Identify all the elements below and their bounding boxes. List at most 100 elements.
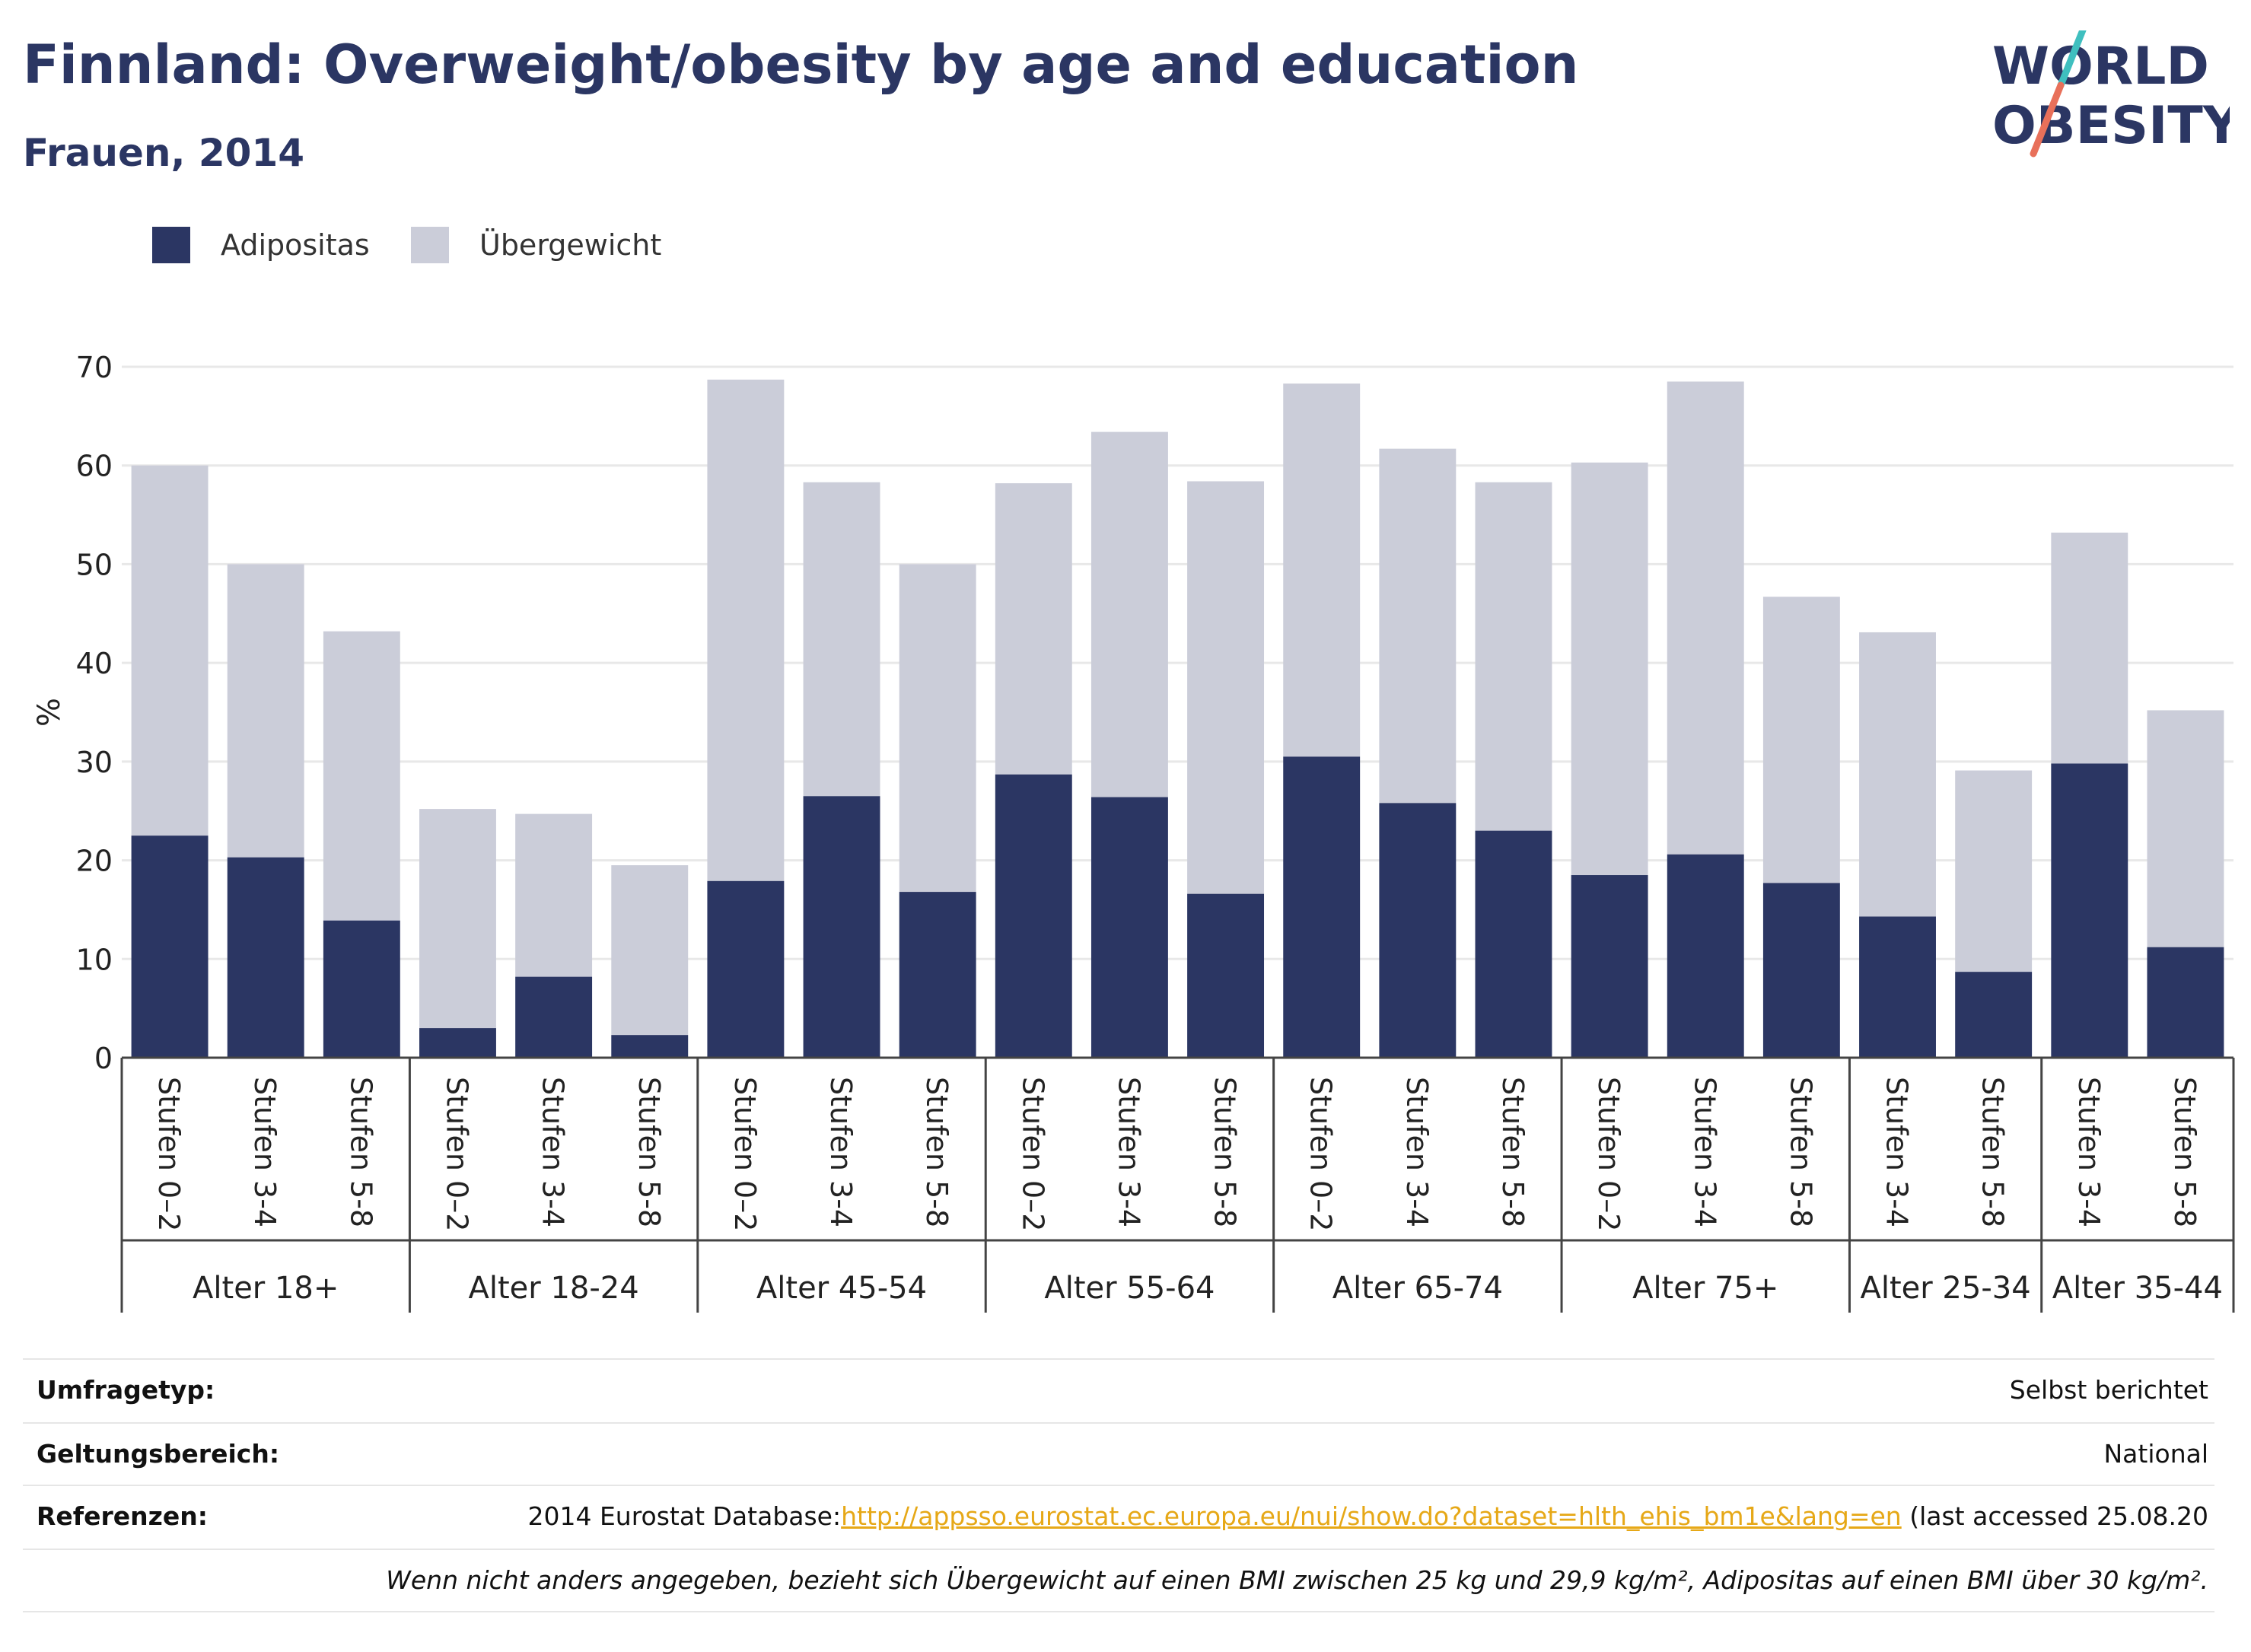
y-tick-label: 50: [76, 548, 113, 581]
meta-row-scope: Geltungsbereich: National: [23, 1422, 2214, 1488]
x-group-label: Alter 35-44: [2052, 1271, 2223, 1306]
bar-obesity: [707, 880, 785, 1058]
meta-survey-type-key: Umfragetyp:: [37, 1375, 215, 1405]
meta-row-survey-type: Umfragetyp: Selbst berichtet: [23, 1358, 2214, 1424]
y-tick-label: 20: [76, 845, 113, 878]
bar-obesity: [995, 774, 1072, 1058]
bar-overweight: [1571, 462, 1648, 876]
bar-overweight: [1379, 448, 1457, 804]
bar-obesity: [1283, 756, 1361, 1058]
x-category-label: Stufen 0–2: [1592, 1077, 1625, 1231]
bar-obesity: [1475, 830, 1552, 1058]
x-group-label: Alter 65-74: [1332, 1271, 1503, 1306]
reference-prefix: 2014 Eurostat Database:: [527, 1501, 842, 1531]
x-category-label: Stufen 5-8: [2168, 1077, 2202, 1227]
x-category-label: Stufen 3-4: [248, 1077, 282, 1227]
x-category-label: Stufen 0–2: [728, 1077, 762, 1231]
bar-overweight: [1475, 482, 1552, 831]
y-tick-label: 10: [76, 943, 113, 976]
x-category-label: Stufen 5-8: [344, 1077, 377, 1227]
x-category-label: Stufen 3-4: [536, 1077, 570, 1227]
x-group-label: Alter 18+: [193, 1271, 339, 1306]
x-category-label: Stufen 5-8: [920, 1077, 954, 1227]
reference-suffix: (last accessed 25.08.20: [1901, 1501, 2208, 1531]
bar-obesity: [419, 1028, 496, 1058]
meta-bottom-divider: [23, 1611, 2214, 1612]
x-category-label: Stufen 3-4: [1880, 1077, 1914, 1227]
bar-overweight: [131, 465, 209, 836]
meta-survey-type-value: Selbst berichtet: [2009, 1375, 2208, 1405]
bar-overweight: [515, 813, 593, 977]
x-category-label: Stufen 3-4: [1400, 1077, 1434, 1227]
y-tick-label: 70: [76, 351, 113, 384]
chart-title: Finnland: Overweight/obesity by age and …: [23, 33, 1579, 96]
legend-label-overweight: Übergewicht: [479, 228, 662, 262]
bar-overweight: [1955, 770, 2033, 972]
meta-row-note: Wenn nicht anders angegeben, bezieht sic…: [23, 1549, 2214, 1614]
x-category-label: Stufen 0–2: [1304, 1077, 1338, 1231]
bar-overweight: [1859, 632, 1936, 917]
bar-obesity: [899, 892, 976, 1058]
x-group-label: Alter 25-34: [1861, 1271, 2031, 1306]
meta-row-references: Referenzen: 2014 Eurostat Database:http:…: [23, 1485, 2214, 1550]
stacked-bar-chart: 0 10 20 30 40 50 60 70% Stufen 0–2 Stufen 3-4 Stuf…: [32, 351, 2235, 1313]
logo-slash-teal: [2057, 30, 2087, 89]
y-tick-label: 60: [76, 450, 113, 483]
bar-obesity: [1379, 803, 1457, 1058]
x-category-label: Stufen 0–2: [440, 1077, 473, 1231]
bar-overweight: [2147, 710, 2224, 947]
x-group-label: Alter 45-54: [756, 1271, 927, 1306]
logo-text-obesity: OBESITY: [1992, 96, 2230, 156]
bar-overweight: [1187, 481, 1265, 894]
x-category-label: Stufen 5-8: [1784, 1077, 1817, 1227]
bar-overweight: [611, 865, 689, 1036]
meta-references-key: Referenzen:: [37, 1501, 208, 1531]
bar-obesity: [1762, 883, 1840, 1058]
bar-overweight: [419, 809, 496, 1029]
bar-overweight: [1283, 384, 1361, 757]
bar-overweight: [707, 379, 785, 881]
bar-obesity: [803, 796, 880, 1058]
bar-obesity: [2147, 947, 2224, 1058]
x-category-label: Stufen 5-8: [1976, 1077, 2010, 1227]
logo-text-world: WORLD: [1992, 37, 2209, 97]
bar-obesity: [515, 976, 593, 1058]
bar-obesity: [611, 1035, 689, 1058]
x-category-label: Stufen 0–2: [152, 1077, 186, 1231]
bar-overweight: [803, 482, 880, 797]
y-tick-label: 40: [76, 647, 113, 680]
y-tick-label: 0: [94, 1042, 113, 1075]
bar-obesity: [1667, 854, 1744, 1058]
legend-swatch-overweight: [411, 227, 449, 263]
reference-link[interactable]: http://appsso.eurostat.ec.europa.eu/nui/…: [841, 1501, 1902, 1531]
x-category-label: Stufen 5-8: [1208, 1077, 1242, 1227]
x-category-label: Stufen 5-8: [632, 1077, 666, 1227]
bar-obesity: [1187, 893, 1265, 1058]
bar-obesity: [1571, 875, 1648, 1058]
bar-obesity: [131, 836, 209, 1058]
x-group-label: Alter 18-24: [469, 1271, 639, 1306]
bar-obesity: [227, 857, 304, 1058]
x-group-label: Alter 55-64: [1044, 1271, 1215, 1306]
y-axis-label: %: [32, 698, 67, 727]
meta-scope-value: National: [2103, 1439, 2208, 1469]
bar-overweight: [2051, 532, 2128, 764]
x-category-label: Stufen 0–2: [1016, 1077, 1049, 1231]
bar-overweight: [323, 631, 400, 921]
chart-subtitle: Frauen, 2014: [23, 131, 305, 175]
bar-overweight: [1090, 431, 1168, 797]
logo-slash-red: [2030, 81, 2065, 158]
world-obesity-logo: WORLD OBESITY: [1992, 30, 2230, 158]
x-category-label: Stufen 5-8: [1496, 1077, 1530, 1227]
meta-references-value: 2014 Eurostat Database:http://appsso.eur…: [527, 1501, 2208, 1531]
x-category-label: Stufen 3-4: [824, 1077, 858, 1227]
bar-obesity: [2051, 763, 2128, 1058]
bar-overweight: [1667, 381, 1744, 855]
bar-obesity: [1859, 916, 1936, 1058]
x-group-label: Alter 75+: [1632, 1271, 1778, 1306]
x-category-label: Stufen 3-4: [1688, 1077, 1721, 1227]
y-tick-label: 30: [76, 746, 113, 779]
x-category-label: Stufen 3-4: [2072, 1077, 2106, 1227]
legend-label-obesity: Adipositas: [221, 228, 370, 262]
bar-overweight: [227, 564, 304, 858]
